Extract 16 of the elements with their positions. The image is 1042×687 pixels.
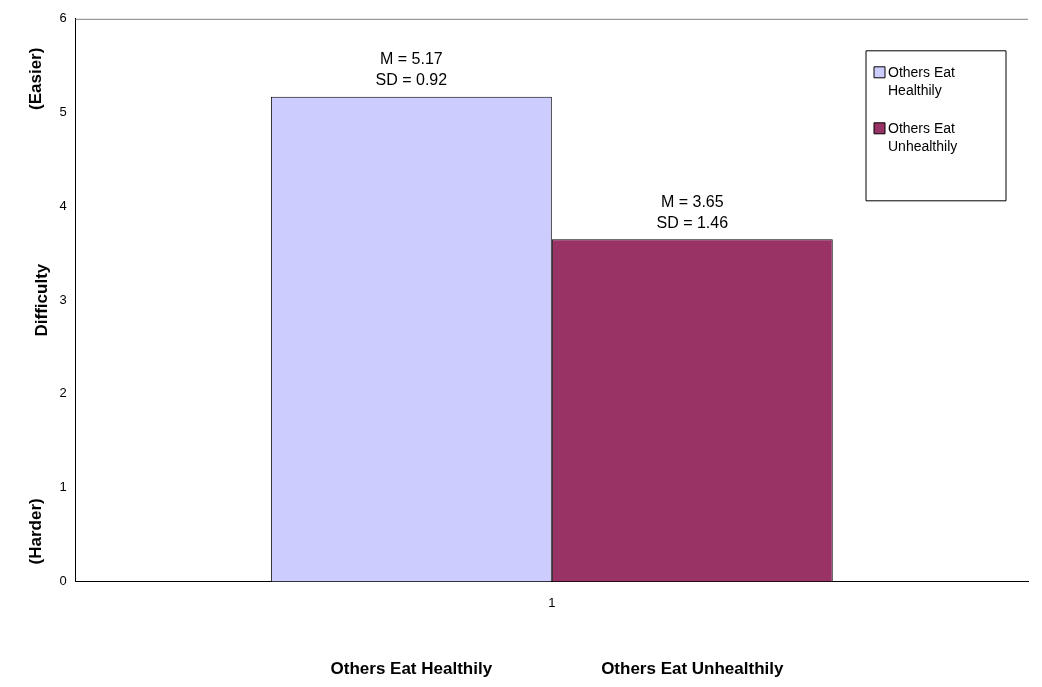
- y-tick-label: 3: [59, 291, 67, 307]
- y-tick-label: 0: [59, 572, 67, 588]
- text: Others Eat Unhealthily: [601, 659, 784, 679]
- text: (Easier): [25, 47, 45, 110]
- y-tick-label: 6: [59, 10, 67, 26]
- legend-label: Others Eat Unhealthily: [888, 119, 958, 154]
- y-axis-title: Difficulty: [31, 263, 51, 337]
- y-tick-label: 2: [59, 385, 67, 401]
- legend-label: Others Eat Healthily: [888, 63, 956, 98]
- text: (Harder): [25, 498, 45, 565]
- y-tick-label: 4: [59, 197, 67, 213]
- data-label: M = 5.17 SD = 0.92: [375, 50, 448, 89]
- text: Others Eat Healthily: [330, 659, 493, 679]
- y-tick-label: 1: [59, 479, 67, 495]
- data-label: M = 3.65 SD = 1.46: [656, 192, 729, 231]
- y-tick-label: 5: [59, 104, 67, 120]
